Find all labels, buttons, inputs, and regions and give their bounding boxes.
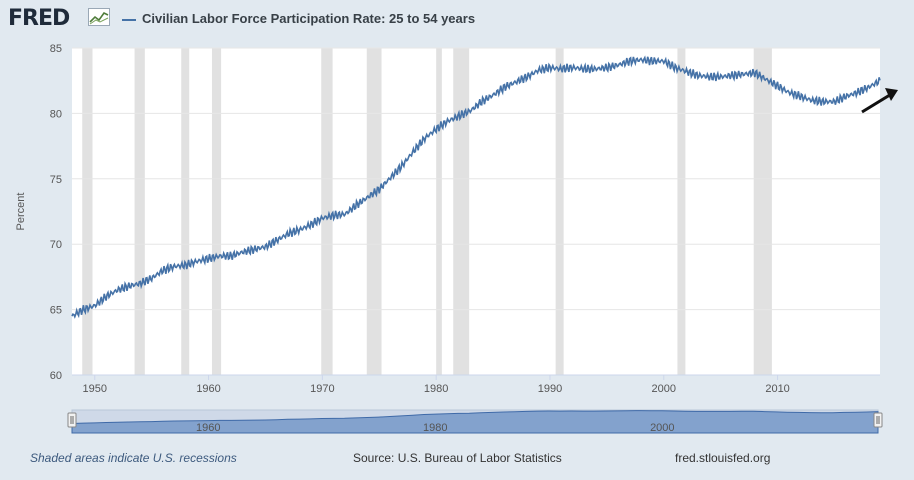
navigator-tick-label: 1960 xyxy=(196,422,220,434)
plot-background xyxy=(72,48,880,375)
range-navigator: 1960 1980 2000 xyxy=(67,409,883,434)
navigator-left-handle[interactable] xyxy=(67,412,77,428)
navigator-tick-label: 2000 xyxy=(650,422,674,434)
recession-band xyxy=(82,48,93,375)
arrowhead-icon xyxy=(885,88,898,101)
series-line xyxy=(71,55,881,319)
handle-body xyxy=(67,412,77,428)
x-tick-label: 1970 xyxy=(310,383,334,395)
source-text: Source: U.S. Bureau of Labor Statistics xyxy=(353,451,562,465)
trend-arrow-icon xyxy=(861,91,894,114)
x-tick-label: 1960 xyxy=(196,383,220,395)
y-tick-label: 65 xyxy=(50,305,62,317)
plot-area: 60 65 70 75 80 85 1950 1960 1970 1980 1990 2000 2010… xyxy=(15,43,881,395)
recession-band xyxy=(366,48,382,375)
chart-legend[interactable]: Civilian Labor Force Participation Rate:… xyxy=(122,11,475,26)
y-axis-title: Percent xyxy=(15,193,27,231)
recession-band xyxy=(211,48,222,375)
x-tick-label: 1950 xyxy=(83,383,107,395)
x-tick-label: 1980 xyxy=(424,383,448,395)
recession-band xyxy=(555,48,564,375)
y-tick-label: 85 xyxy=(50,43,62,55)
legend-swatch xyxy=(122,18,136,21)
recession-band xyxy=(436,48,442,375)
recession-note: Shaded areas indicate U.S. recessions xyxy=(30,451,237,465)
legend-label: Civilian Labor Force Participation Rate:… xyxy=(142,11,476,26)
fred-line-chart-icon xyxy=(88,8,110,26)
y-tick-label: 60 xyxy=(50,370,62,382)
navigator-series xyxy=(71,410,879,434)
y-tick-label: 80 xyxy=(50,108,62,120)
recession-band xyxy=(321,48,333,375)
x-tick-label: 2010 xyxy=(765,383,789,395)
recession-band xyxy=(753,48,772,375)
y-tick-label: 70 xyxy=(50,239,62,251)
x-tick-label: 1990 xyxy=(538,383,562,395)
navigator-right-handle[interactable] xyxy=(873,412,883,428)
recession-band xyxy=(453,48,470,375)
recession-band xyxy=(134,48,145,375)
recession-band xyxy=(677,48,686,375)
handle-body xyxy=(873,412,883,428)
fred-logo[interactable]: FRED xyxy=(8,6,70,31)
recession-band xyxy=(181,48,190,375)
navigator-tick-label: 1980 xyxy=(423,422,447,434)
y-tick-label: 75 xyxy=(50,174,62,186)
site-link[interactable]: fred.stlouisfed.org xyxy=(675,451,771,465)
x-tick-label: 2000 xyxy=(652,383,676,395)
